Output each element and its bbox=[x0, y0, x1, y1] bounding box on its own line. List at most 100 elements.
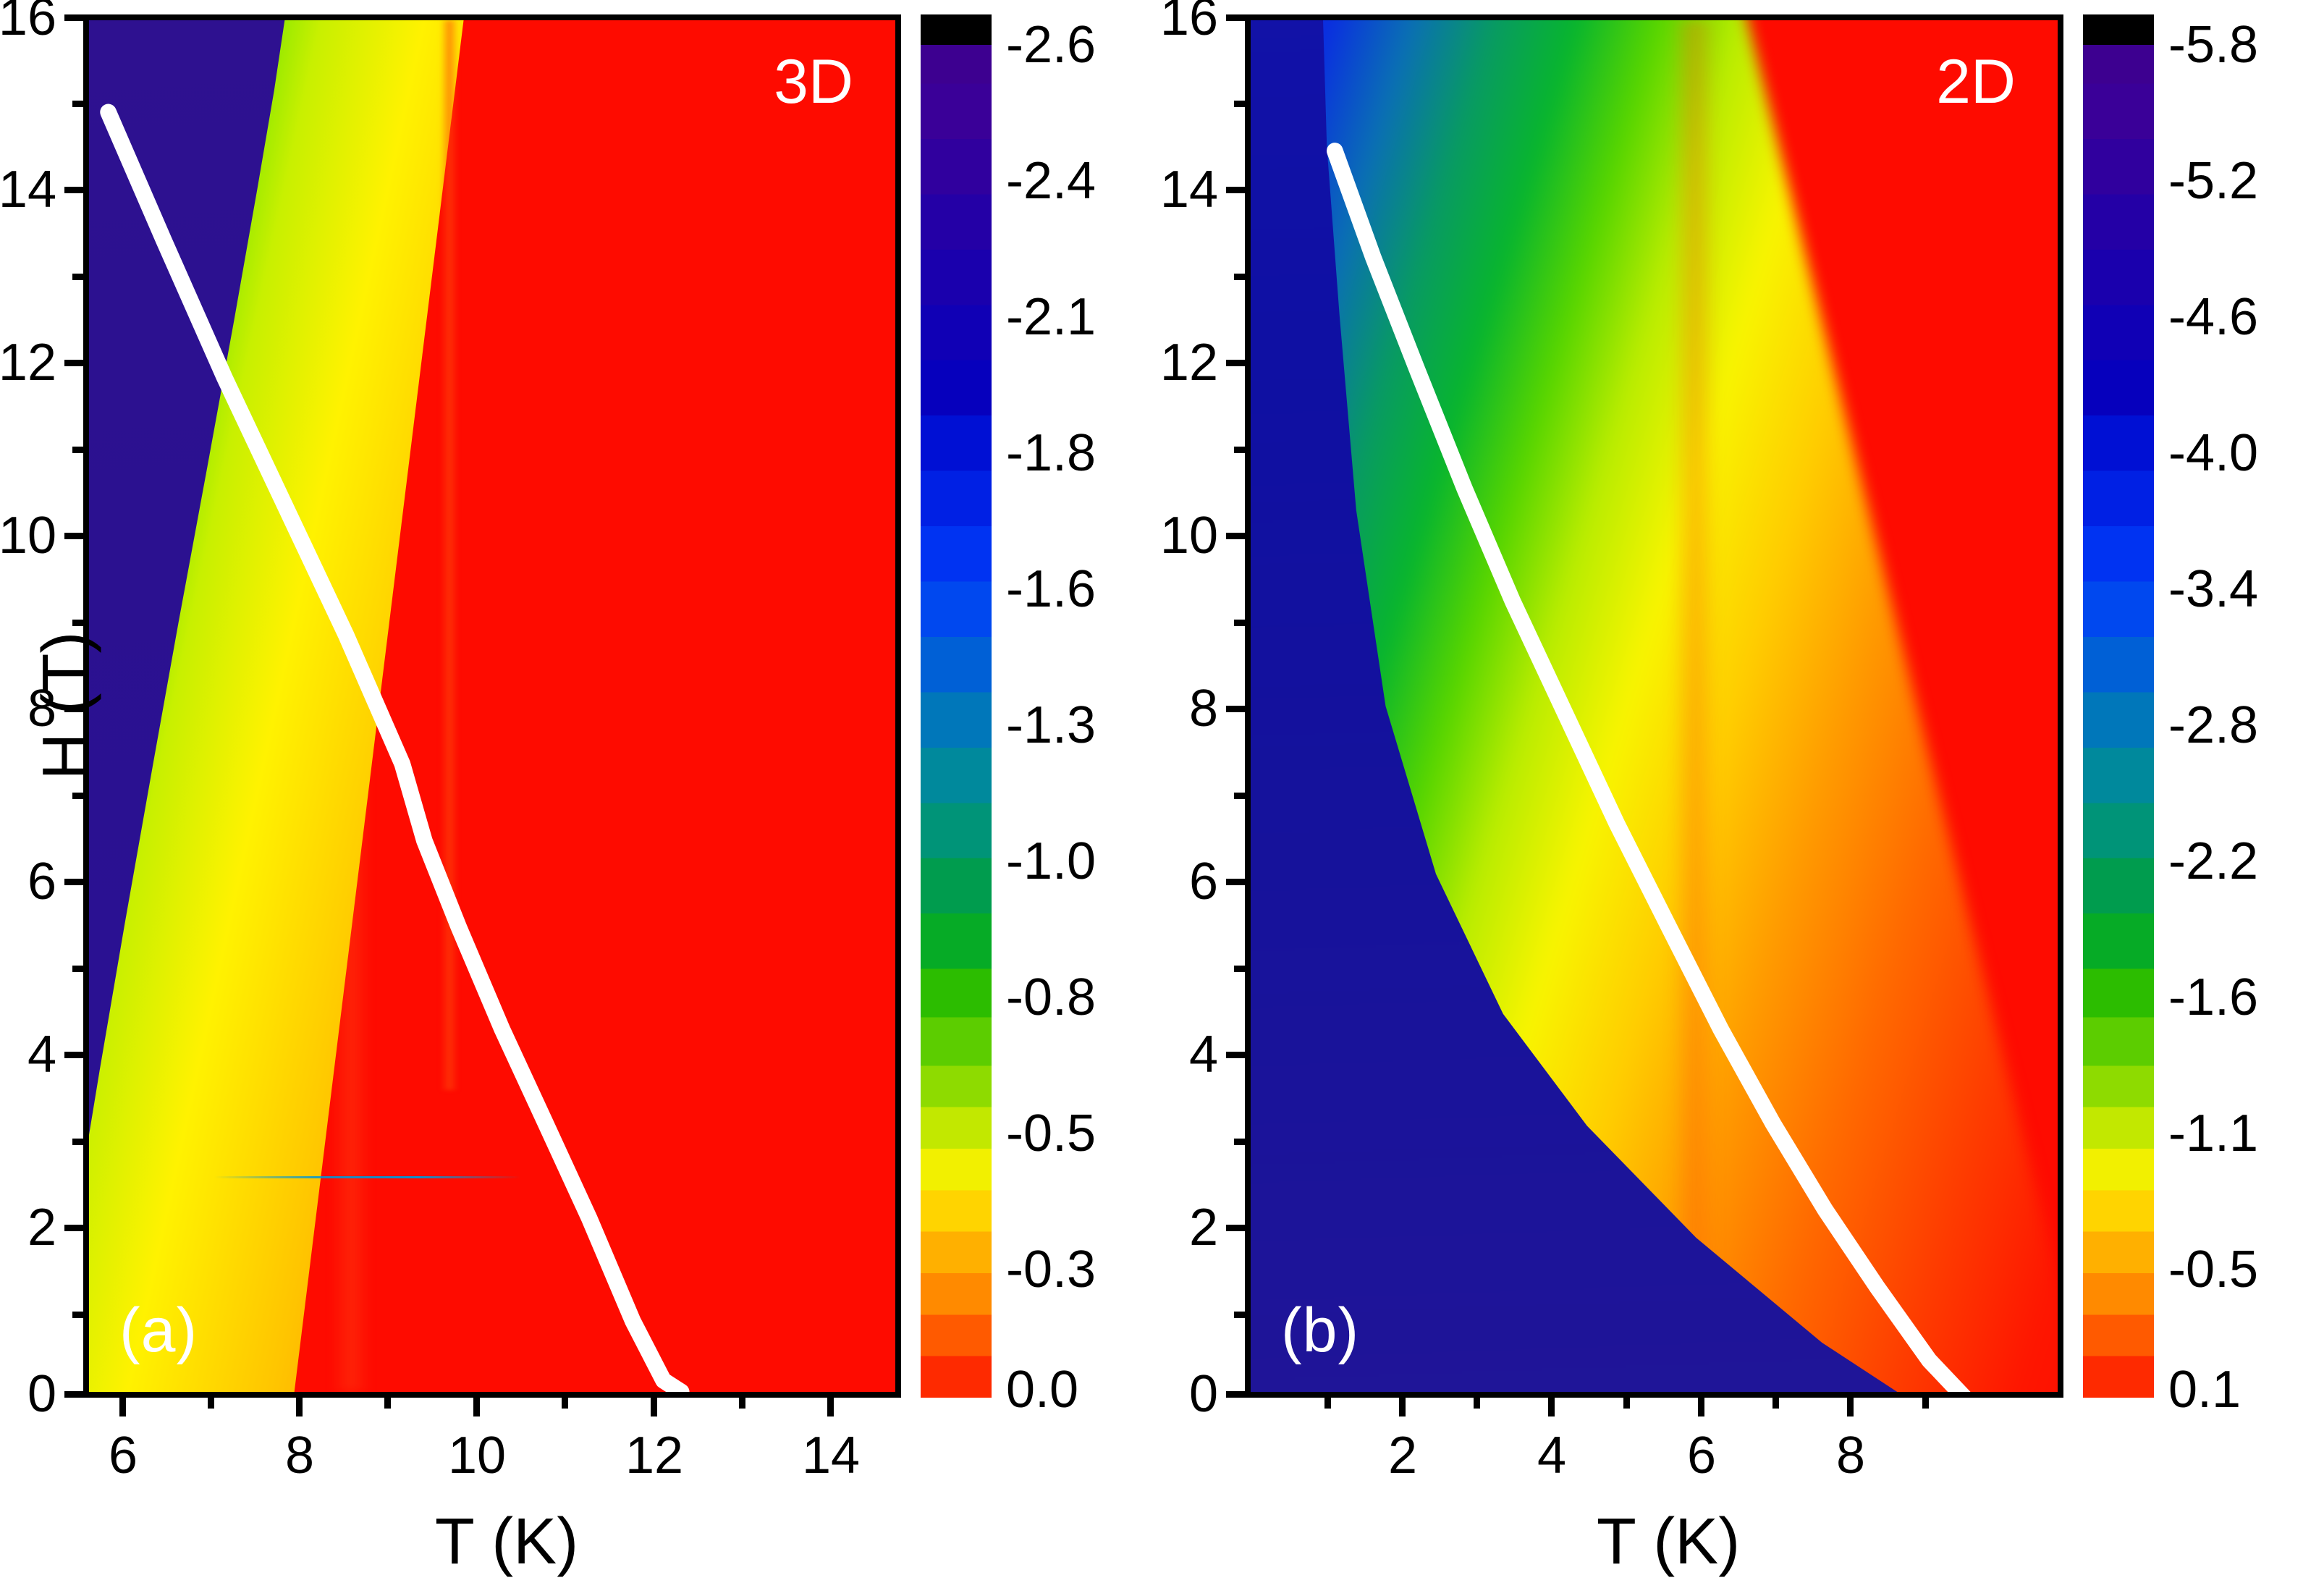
xticklabel-b-2: 2 bbox=[1387, 1427, 1418, 1485]
cbar-b-label-9: -0.5 bbox=[2168, 1241, 2259, 1299]
yticklabel-b-4: 4 bbox=[1188, 1026, 1218, 1084]
panel-a: 3D (a) 16 14 12 10 8 6 4 2 0 bbox=[0, 0, 1158, 1596]
ytick-a-14 bbox=[64, 187, 83, 193]
ytick-a-10 bbox=[64, 533, 83, 539]
cbar-b-label-8: -1.1 bbox=[2168, 1105, 2259, 1162]
xtick-a-14 bbox=[827, 1398, 834, 1416]
ytick-a-6 bbox=[64, 879, 83, 885]
ytick-a-13 bbox=[72, 274, 83, 280]
xtick-a-13 bbox=[739, 1398, 745, 1409]
ytick-b-10 bbox=[1226, 533, 1245, 539]
cbar-a-label-1: -2.4 bbox=[1006, 152, 1096, 210]
yaxis-title-a: H (T) bbox=[30, 631, 102, 780]
ytick-b-4 bbox=[1226, 1052, 1245, 1058]
ytick-b-13 bbox=[1234, 274, 1245, 280]
yticklabel-b-8: 8 bbox=[1188, 680, 1218, 738]
colorbar-a: -2.6 -2.4 -2.1 -1.8 -1.6 -1.3 -1.0 -0.8 … bbox=[921, 14, 1096, 1416]
ytick-a-9 bbox=[72, 620, 83, 626]
cbar-a-label-9: -0.3 bbox=[1006, 1241, 1096, 1299]
xtick-a-10 bbox=[473, 1398, 480, 1416]
heatmap-b bbox=[1251, 20, 2058, 1392]
ytick-a-1 bbox=[72, 1312, 83, 1318]
xtick-b-8 bbox=[1847, 1398, 1854, 1416]
xticklabel-b-4: 4 bbox=[1537, 1427, 1567, 1485]
dimension-tag-2d: 2D bbox=[1936, 47, 2016, 117]
cbar-a-label-6: -1.0 bbox=[1006, 832, 1096, 890]
ytick-b-14 bbox=[1226, 187, 1245, 193]
ytick-a-7 bbox=[72, 793, 83, 799]
xtick-a-8 bbox=[296, 1398, 303, 1416]
cbar-b-label-6: -2.2 bbox=[2168, 832, 2259, 890]
ytick-a-16 bbox=[64, 14, 83, 21]
cbar-b-label-4: -3.4 bbox=[2168, 560, 2259, 618]
ytick-b-16 bbox=[1226, 14, 1245, 21]
ytick-a-3 bbox=[72, 1139, 83, 1145]
ytick-b-15 bbox=[1234, 101, 1245, 107]
ytick-b-7 bbox=[1234, 793, 1245, 799]
xaxis-title-a: T (K) bbox=[434, 1506, 579, 1578]
xtick-b-5 bbox=[1623, 1398, 1630, 1409]
plot-area-a: 3D (a) bbox=[83, 14, 901, 1398]
xtick-b-4 bbox=[1548, 1398, 1555, 1416]
xtick-a-12 bbox=[651, 1398, 657, 1416]
yticklabel-a-0: 0 bbox=[27, 1365, 56, 1423]
panel-label-a: (a) bbox=[119, 1296, 198, 1365]
xtick-b-7 bbox=[1772, 1398, 1779, 1409]
xticklabel-a-14: 14 bbox=[801, 1427, 861, 1485]
xtick-b-3 bbox=[1474, 1398, 1480, 1409]
xtick-b-6 bbox=[1698, 1398, 1704, 1416]
dimension-tag-3d: 3D bbox=[774, 47, 853, 117]
yticklabel-a-4: 4 bbox=[27, 1026, 56, 1084]
cbar-a-label-2: -2.1 bbox=[1006, 288, 1096, 346]
yticklabel-a-6: 6 bbox=[27, 853, 56, 911]
ytick-b-9 bbox=[1234, 620, 1245, 626]
cbar-a-label-5: -1.3 bbox=[1006, 696, 1096, 754]
yticklabel-b-6: 6 bbox=[1188, 853, 1218, 911]
cbar-a-label-7: -0.8 bbox=[1006, 968, 1096, 1026]
yticklabel-a-16: 16 bbox=[0, 0, 56, 46]
yticklabel-b-2: 2 bbox=[1188, 1199, 1218, 1257]
ytick-b-8 bbox=[1226, 706, 1245, 712]
yticklabel-a-12: 12 bbox=[0, 334, 56, 392]
ytick-a-8 bbox=[64, 706, 83, 712]
yticklabel-b-10: 10 bbox=[1159, 507, 1218, 565]
xtick-b-1 bbox=[1324, 1398, 1331, 1409]
colorbar-b-gradient bbox=[2083, 14, 2154, 1398]
cbar-b-label-3: -4.0 bbox=[2168, 424, 2259, 482]
ytick-b-3 bbox=[1234, 1139, 1245, 1145]
yticklabel-a-10: 10 bbox=[0, 507, 56, 565]
xtick-a-9 bbox=[384, 1398, 391, 1409]
ytick-a-2 bbox=[64, 1225, 83, 1231]
cbar-b-label-5: -2.8 bbox=[2168, 696, 2259, 754]
cbar-b-label-1: -5.2 bbox=[2168, 152, 2259, 210]
cbar-b-label-0: -5.8 bbox=[2168, 16, 2259, 74]
yticklabel-b-12: 12 bbox=[1159, 334, 1218, 392]
ytick-a-0 bbox=[64, 1391, 83, 1398]
xaxis-title-b: T (K) bbox=[1596, 1506, 1741, 1578]
cbar-a-label-3: -1.8 bbox=[1006, 424, 1096, 482]
xticklabel-a-8: 8 bbox=[284, 1427, 315, 1485]
cyan-streak-artifact bbox=[214, 1176, 520, 1179]
yticklabel-a-8: 8 bbox=[27, 680, 56, 738]
yticklabel-a-2: 2 bbox=[27, 1199, 56, 1257]
yticklabel-a-14: 14 bbox=[0, 161, 56, 219]
phase-boundary-a bbox=[100, 104, 690, 1392]
panel-b: 2D (b) 16 14 12 10 8 6 4 2 0 bbox=[1158, 0, 2324, 1596]
heatmap-b-vertical-seam bbox=[1670, 20, 1719, 1392]
colorbar-b: -5.8 -5.2 -4.6 -4.0 -3.4 -2.8 -2.2 -1.6 … bbox=[2083, 14, 2258, 1416]
xtick-a-11 bbox=[562, 1398, 568, 1409]
xtick-a-6 bbox=[119, 1398, 126, 1416]
xtick-a-7 bbox=[208, 1398, 214, 1409]
cbar-b-label-10: 0.1 bbox=[2168, 1361, 2241, 1419]
ytick-b-2 bbox=[1226, 1225, 1245, 1231]
cbar-a-label-8: -0.5 bbox=[1006, 1105, 1096, 1162]
xticklabel-b-6: 6 bbox=[1686, 1427, 1717, 1485]
cbar-a-label-4: -1.6 bbox=[1006, 560, 1096, 618]
cbar-b-label-7: -1.6 bbox=[2168, 968, 2259, 1026]
ytick-b-11 bbox=[1234, 447, 1245, 453]
plot-area-b: 2D (b) bbox=[1245, 14, 2063, 1398]
ytick-b-5 bbox=[1234, 966, 1245, 972]
yticklabel-b-0: 0 bbox=[1188, 1365, 1218, 1423]
ytick-b-0 bbox=[1226, 1391, 1245, 1398]
